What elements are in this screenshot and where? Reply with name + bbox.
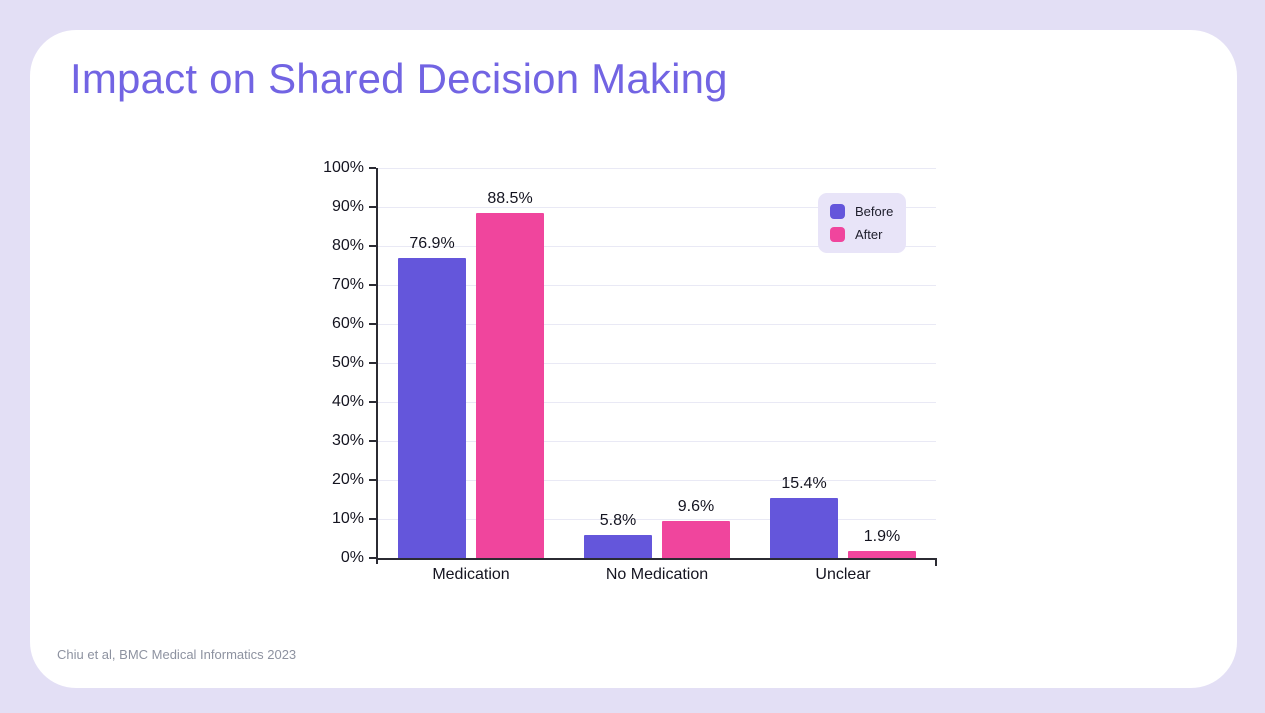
slide-title: Impact on Shared Decision Making	[70, 55, 728, 102]
y-axis-tick	[369, 479, 376, 481]
bar-value-label: 88.5%	[487, 189, 533, 207]
y-axis-line	[376, 168, 378, 564]
bar-before-no-medication	[584, 535, 652, 558]
y-axis-tick-label: 90%	[331, 198, 364, 215]
y-axis-tick	[369, 284, 376, 286]
bar-value-label: 9.6%	[677, 497, 715, 515]
y-axis-tick	[369, 323, 376, 325]
bar-before-medication	[398, 258, 466, 558]
y-axis-tick-label: 20%	[331, 471, 364, 488]
legend-swatch-after	[830, 227, 845, 242]
y-axis-tick-label: 10%	[331, 510, 364, 527]
gridline-40%	[378, 402, 936, 403]
y-axis-tick	[369, 245, 376, 247]
legend-label-before: Before	[855, 204, 894, 219]
gridline-70%	[378, 285, 936, 286]
bar-value-label: 15.4%	[781, 474, 827, 492]
gridline-80%	[378, 246, 936, 247]
bar-after-medication	[476, 212, 544, 558]
y-axis-tick-label: 60%	[331, 315, 364, 332]
x-axis-end-tick	[935, 558, 937, 566]
y-axis-tick-label: 100%	[323, 159, 364, 176]
x-axis-category-label: Medication	[432, 566, 510, 583]
bar-value-label: 76.9%	[409, 235, 455, 253]
y-axis-tick	[369, 206, 376, 208]
y-axis-tick-label: 0%	[340, 549, 364, 566]
x-axis-line	[376, 558, 936, 560]
bar-value-label: 5.8%	[599, 512, 637, 530]
legend-item-before: Before	[830, 204, 896, 219]
y-axis-tick	[369, 440, 376, 442]
gridline-90%	[378, 207, 936, 208]
gridline-10%	[378, 519, 936, 520]
y-axis-tick	[369, 518, 376, 520]
y-axis-tick-label: 70%	[331, 276, 364, 293]
legend-item-after: After	[830, 227, 896, 242]
x-axis-category-label: Unclear	[815, 566, 871, 583]
bar-value-label: 1.9%	[863, 527, 901, 545]
y-axis-tick-label: 50%	[331, 354, 364, 371]
chart-plot-area: 0% 10% 20% 30% 40% 50% 60% 70% 80% 90% 100% 76.9% 88…	[323, 159, 937, 583]
y-axis-tick	[369, 362, 376, 364]
gridline-30%	[378, 441, 936, 442]
gridline-100%	[378, 168, 936, 169]
bar-before-unclear	[770, 497, 838, 558]
chart-legend: Before After	[818, 193, 906, 253]
y-axis-tick	[369, 401, 376, 403]
y-axis-tick-label: 30%	[331, 432, 364, 449]
bar-after-unclear	[848, 550, 916, 558]
citation-text: Chiu et al, BMC Medical Informatics 2023	[57, 647, 297, 662]
legend-label-after: After	[855, 227, 883, 242]
gridline-50%	[378, 363, 936, 364]
slide-card: Impact on Shared Decision Making 0% 10% 20…	[30, 30, 1237, 688]
bar-after-no-medication	[662, 520, 730, 558]
y-axis-tick-label: 80%	[331, 237, 364, 254]
gridline-60%	[378, 324, 936, 325]
legend-swatch-before	[830, 204, 845, 219]
gridline-20%	[378, 480, 936, 481]
y-axis-tick-label: 40%	[331, 393, 364, 410]
x-axis-category-label: No Medication	[605, 566, 709, 583]
y-axis-tick	[369, 167, 376, 169]
y-axis-tick	[369, 557, 376, 559]
